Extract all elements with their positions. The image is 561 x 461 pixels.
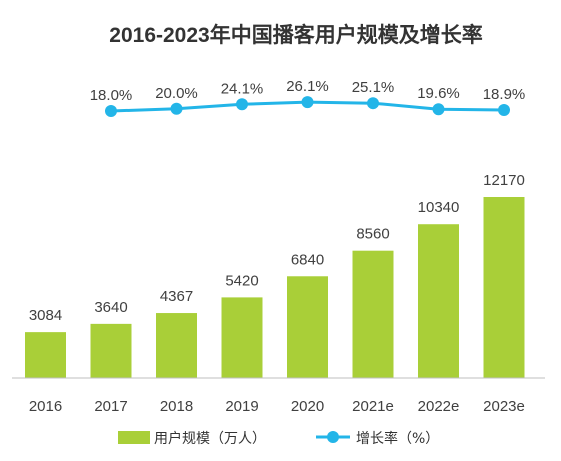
legend: 用户规模（万人） 增长率（%） <box>118 430 439 447</box>
x-tick-label: 2018 <box>160 398 193 415</box>
growth-value-label: 20.0% <box>155 85 198 102</box>
bar <box>352 250 394 378</box>
x-tick-label: 2016 <box>29 398 62 415</box>
growth-value-labels: 18.0% 20.0% 24.1% 26.1% 25.1% 19.6% 18.9% <box>90 78 526 104</box>
bar <box>221 297 263 378</box>
growth-point <box>367 97 379 110</box>
bar <box>483 197 525 378</box>
growth-point <box>170 102 183 115</box>
bar <box>287 276 328 378</box>
growth-value-label: 18.9% <box>483 86 526 103</box>
x-tick-label: 2023e <box>483 398 525 415</box>
x-tick-label: 2019 <box>225 398 258 415</box>
growth-point <box>105 105 117 117</box>
chart-title: 2016-2023年中国播客用户规模及增长率 <box>109 23 482 47</box>
bar-value-label: 12170 <box>483 172 525 189</box>
x-tick-label: 2020 <box>291 398 324 415</box>
bar-series <box>25 197 525 378</box>
bar <box>156 313 197 378</box>
x-tick-labels: 2016 2017 2018 2019 2020 2021e 2022e 2023e <box>29 398 525 415</box>
x-tick-label: 2017 <box>94 398 127 415</box>
growth-point <box>498 104 510 117</box>
growth-point <box>432 103 445 116</box>
bar-value-labels: 3084 3640 4367 5420 6840 8560 10340 12170 <box>29 172 525 324</box>
bar-value-label: 6840 <box>291 251 324 268</box>
growth-value-label: 26.1% <box>286 78 329 95</box>
growth-value-label: 19.6% <box>417 85 460 102</box>
legend-line-marker <box>327 431 339 443</box>
bar-value-label: 3084 <box>29 307 62 324</box>
growth-point <box>236 98 248 111</box>
growth-line-series <box>105 96 510 117</box>
growth-point <box>301 96 314 109</box>
bar <box>418 224 459 378</box>
bar-value-label: 8560 <box>356 226 389 243</box>
bar-value-label: 5420 <box>225 272 258 289</box>
x-tick-label: 2022e <box>418 398 460 415</box>
x-tick-label: 2021e <box>352 398 394 415</box>
bar-value-label: 10340 <box>418 199 460 216</box>
legend-line-label: 增长率（%） <box>356 430 439 447</box>
bar-value-label: 4367 <box>160 288 193 305</box>
bar <box>90 323 132 378</box>
legend-bar-label: 用户规模（万人） <box>154 430 266 447</box>
growth-value-label: 25.1% <box>352 79 395 96</box>
growth-value-label: 18.0% <box>90 87 133 104</box>
growth-value-label: 24.1% <box>221 80 264 97</box>
bar <box>25 332 66 378</box>
bar-value-label: 3640 <box>94 299 127 316</box>
legend-bar-swatch <box>118 431 150 444</box>
